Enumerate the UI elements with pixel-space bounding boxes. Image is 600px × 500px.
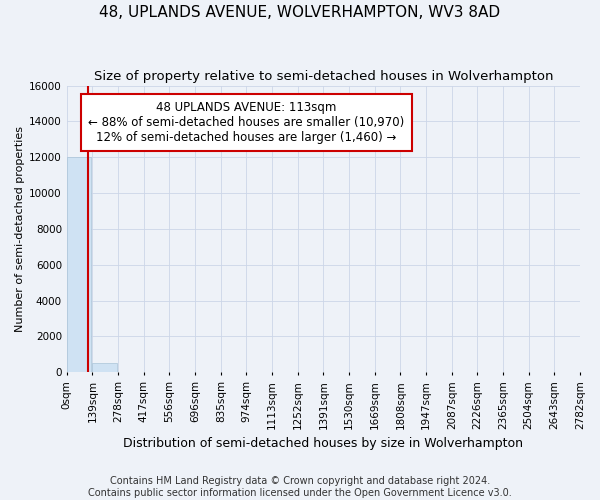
Text: 48, UPLANDS AVENUE, WOLVERHAMPTON, WV3 8AD: 48, UPLANDS AVENUE, WOLVERHAMPTON, WV3 8… — [100, 5, 500, 20]
Text: Contains HM Land Registry data © Crown copyright and database right 2024.
Contai: Contains HM Land Registry data © Crown c… — [88, 476, 512, 498]
Y-axis label: Number of semi-detached properties: Number of semi-detached properties — [15, 126, 25, 332]
Bar — [67, 157, 91, 372]
Bar — [92, 364, 116, 372]
Text: 48 UPLANDS AVENUE: 113sqm
← 88% of semi-detached houses are smaller (10,970)
12%: 48 UPLANDS AVENUE: 113sqm ← 88% of semi-… — [88, 102, 404, 144]
Title: Size of property relative to semi-detached houses in Wolverhampton: Size of property relative to semi-detach… — [94, 70, 553, 83]
X-axis label: Distribution of semi-detached houses by size in Wolverhampton: Distribution of semi-detached houses by … — [124, 437, 523, 450]
